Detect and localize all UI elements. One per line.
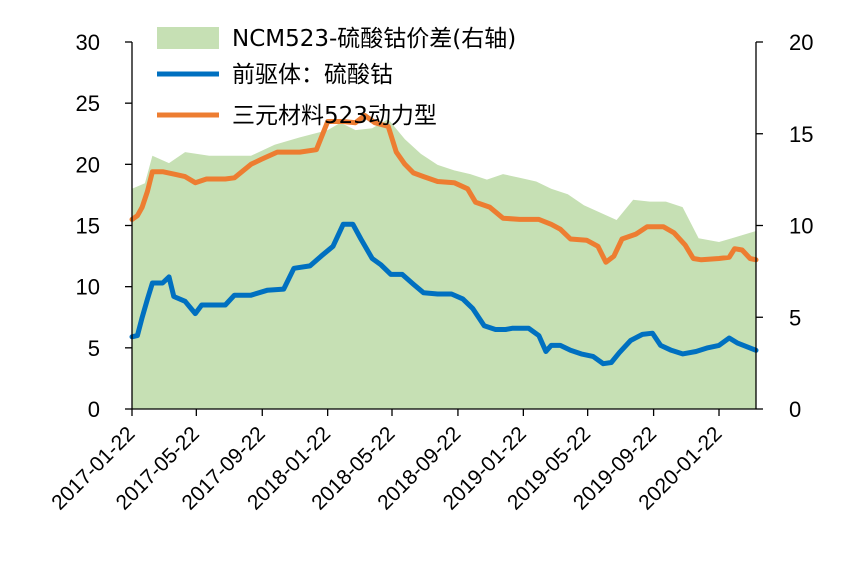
left-y-tick-label: 20	[76, 152, 100, 177]
left-y-tick-label: 0	[88, 397, 100, 422]
right-y-tick-label: 20	[789, 30, 813, 55]
right-y-tick-label: 5	[789, 305, 801, 330]
ncm523-material-line	[129, 112, 759, 265]
left-y-tick-label: 25	[76, 91, 100, 116]
precursor-cobalt-sulfate-line	[129, 221, 759, 367]
spread-area	[132, 119, 756, 409]
right-y-tick-label: 15	[789, 122, 813, 147]
legend-label-precursor: 前驱体：硫酸钴	[232, 62, 393, 88]
legend-swatch-spread	[157, 27, 219, 49]
right-y-tick-label: 0	[789, 397, 801, 422]
legend-label-material: 三元材料523动力型	[232, 103, 437, 129]
line-series-group	[129, 112, 759, 367]
left-y-tick-label: 5	[88, 336, 100, 361]
right-y-tick-label: 10	[789, 214, 813, 239]
left-y-tick-label: 15	[76, 214, 100, 239]
legend-label-spread: NCM523-硫酸钴价差(右轴)	[232, 26, 516, 52]
left-y-tick-label: 10	[76, 275, 100, 300]
spread-area-series	[132, 119, 756, 409]
left-y-tick-label: 30	[76, 30, 100, 55]
